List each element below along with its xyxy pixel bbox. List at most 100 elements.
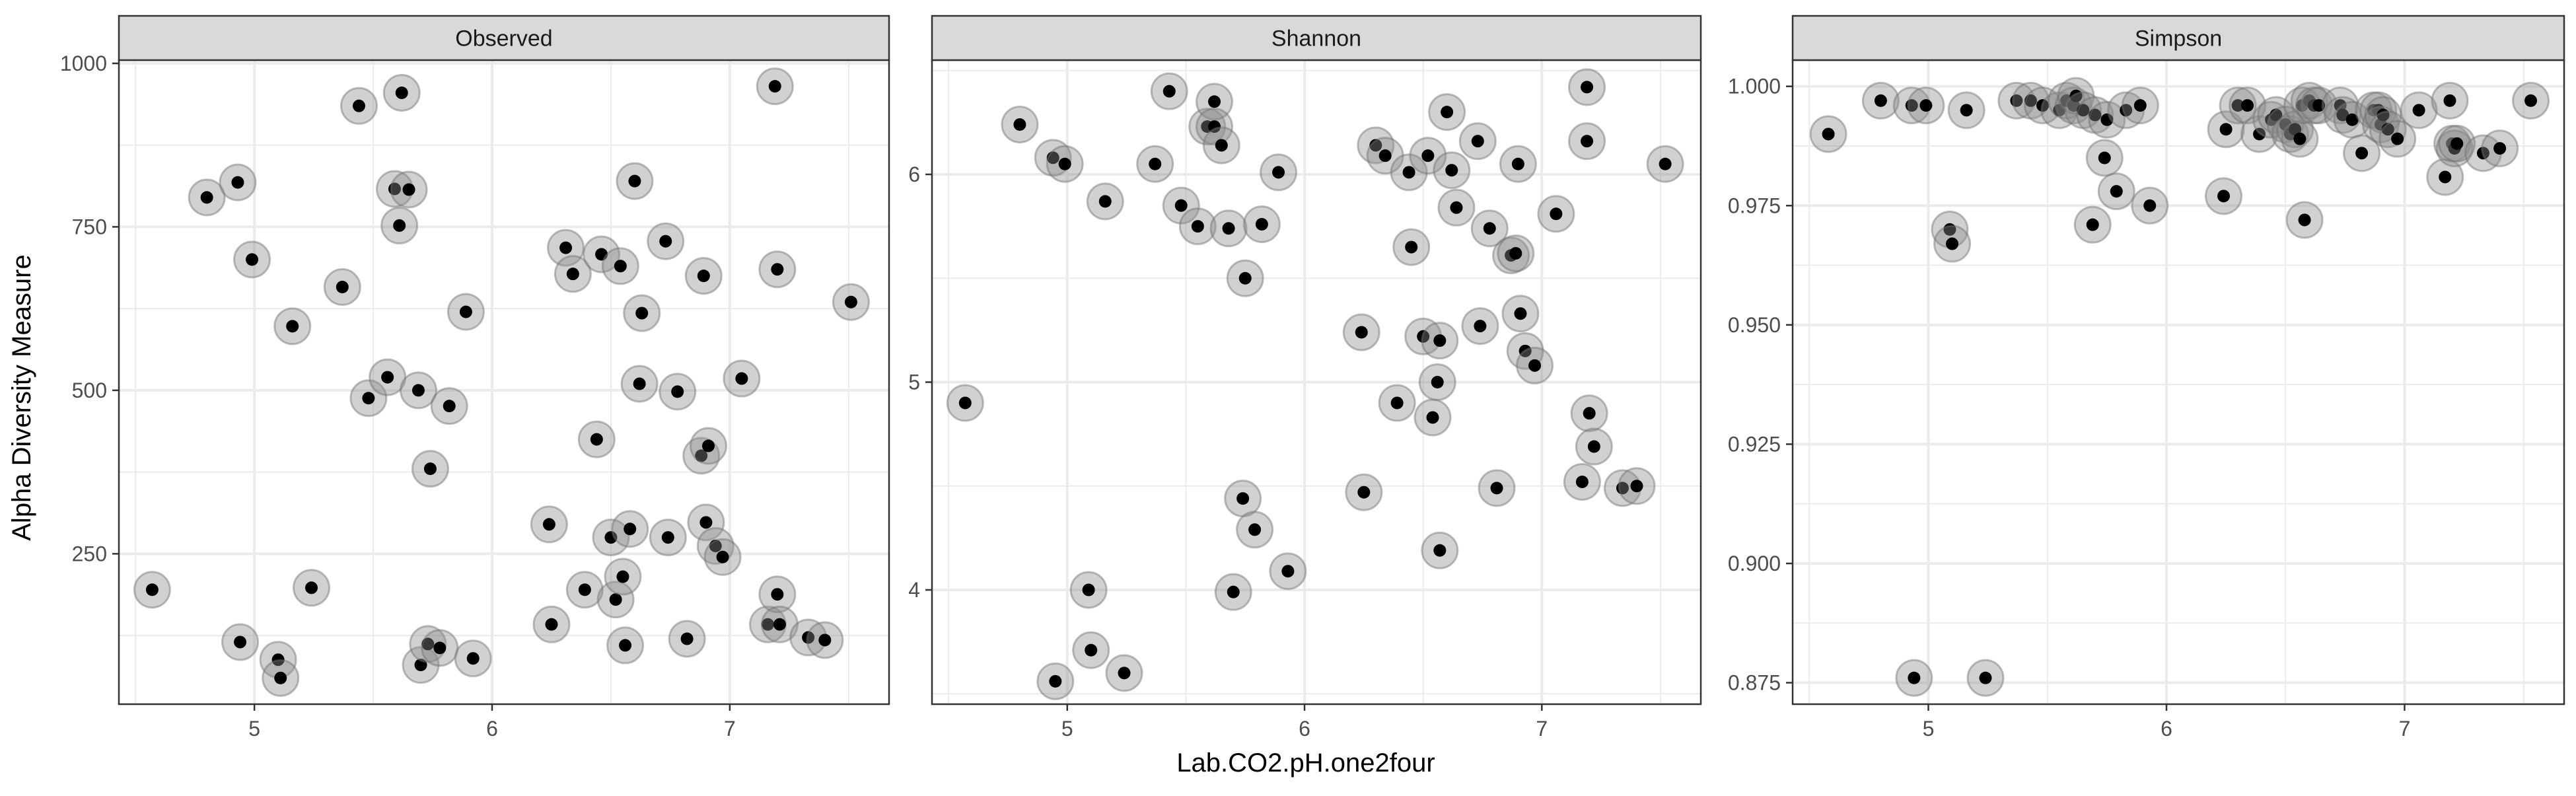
data-point <box>145 583 159 597</box>
data-point <box>1908 671 1921 684</box>
data-point <box>1441 106 1454 119</box>
data-point <box>2217 190 2230 203</box>
facet-strip-label: Observed <box>455 26 552 52</box>
data-point <box>1191 220 1204 233</box>
data-point <box>2089 108 2102 122</box>
data-point <box>433 641 447 655</box>
y-tick-label: 0.975 <box>1728 194 1781 217</box>
data-point <box>271 653 285 667</box>
data-point <box>1433 334 1447 347</box>
plot-area <box>119 60 889 704</box>
x-tick-label: 5 <box>1923 717 1935 741</box>
data-point <box>1272 166 1285 179</box>
data-point <box>395 86 408 99</box>
data-point <box>1046 151 1059 164</box>
data-point <box>1450 201 1463 214</box>
x-tick-label: 5 <box>1061 717 1073 741</box>
data-point <box>802 631 815 644</box>
data-point <box>2412 104 2425 117</box>
data-point <box>559 241 573 254</box>
data-point <box>1514 307 1527 320</box>
data-point <box>2077 104 2090 117</box>
data-point <box>2053 104 2066 117</box>
data-point <box>443 400 456 413</box>
data-point <box>844 295 857 308</box>
data-point <box>2270 108 2283 122</box>
data-point <box>305 581 318 595</box>
data-point <box>2069 89 2083 102</box>
data-point <box>578 583 591 597</box>
data-point <box>2391 132 2404 145</box>
data-point <box>411 384 425 397</box>
data-point <box>1082 583 1095 597</box>
data-point <box>545 618 558 631</box>
data-point <box>2312 99 2326 112</box>
data-point <box>423 462 437 476</box>
data-point <box>1431 376 1444 388</box>
data-point <box>388 182 401 196</box>
facet-strip-label: Simpson <box>2135 26 2222 52</box>
data-point <box>697 270 710 283</box>
data-point <box>1528 359 1542 372</box>
data-point <box>2231 99 2244 112</box>
y-tick-label: 0.900 <box>1728 552 1781 575</box>
x-tick-label: 6 <box>486 717 498 741</box>
data-point <box>1946 237 1959 250</box>
y-tick-label: 250 <box>72 542 107 565</box>
y-tick-label: 500 <box>72 379 107 402</box>
data-point <box>2010 94 2023 107</box>
data-point <box>2493 142 2507 155</box>
data-point <box>1960 104 1973 117</box>
facet-strip <box>118 15 890 61</box>
data-point <box>2036 99 2050 112</box>
x-tick-label: 6 <box>2161 717 2172 741</box>
data-point <box>2143 199 2157 212</box>
data-point <box>2098 151 2111 164</box>
data-point <box>1355 326 1368 339</box>
data-point <box>2345 113 2359 126</box>
data-point <box>2067 99 2080 112</box>
data-point <box>2253 127 2266 141</box>
data-point <box>1058 157 1071 170</box>
facet-panel-observed: Observed 5 6 7 250 500 750 1000 <box>60 15 890 741</box>
data-point <box>604 531 618 544</box>
data-point <box>566 268 579 281</box>
data-point <box>381 371 394 384</box>
facet-strip-label: Shannon <box>1271 26 1361 52</box>
data-point <box>1405 240 1418 254</box>
data-point <box>633 377 646 390</box>
x-tick-label: 7 <box>2399 717 2411 741</box>
data-point <box>1659 157 1672 170</box>
y-tick-label: 0.950 <box>1728 313 1781 337</box>
plot-area <box>1793 60 2564 704</box>
data-point <box>1049 674 1062 688</box>
data-point <box>699 516 713 529</box>
data-point <box>1919 99 1933 112</box>
data-point <box>1357 486 1371 499</box>
data-point <box>1511 157 1524 170</box>
data-point <box>1471 135 1484 148</box>
data-point <box>595 248 608 261</box>
data-point <box>619 639 632 652</box>
data-point <box>2241 99 2254 112</box>
data-point <box>2110 185 2123 198</box>
y-tick-label: 0.875 <box>1728 671 1781 695</box>
data-point <box>716 550 729 563</box>
data-point <box>1378 149 1392 163</box>
data-point <box>609 593 622 606</box>
data-point <box>231 176 244 189</box>
data-point <box>1581 81 1594 94</box>
data-point <box>1118 667 1131 680</box>
data-point <box>1587 440 1600 453</box>
x-axis-title: Lab.CO2.pH.one2four <box>1176 748 1435 778</box>
data-point <box>1208 120 1221 133</box>
data-point <box>2336 108 2349 122</box>
data-point <box>616 570 629 583</box>
data-point <box>695 449 708 462</box>
x-tick-label: 7 <box>1536 717 1548 741</box>
data-point <box>1208 95 1221 108</box>
data-point <box>1013 118 1026 131</box>
data-point <box>709 539 722 552</box>
data-point <box>1433 544 1447 557</box>
